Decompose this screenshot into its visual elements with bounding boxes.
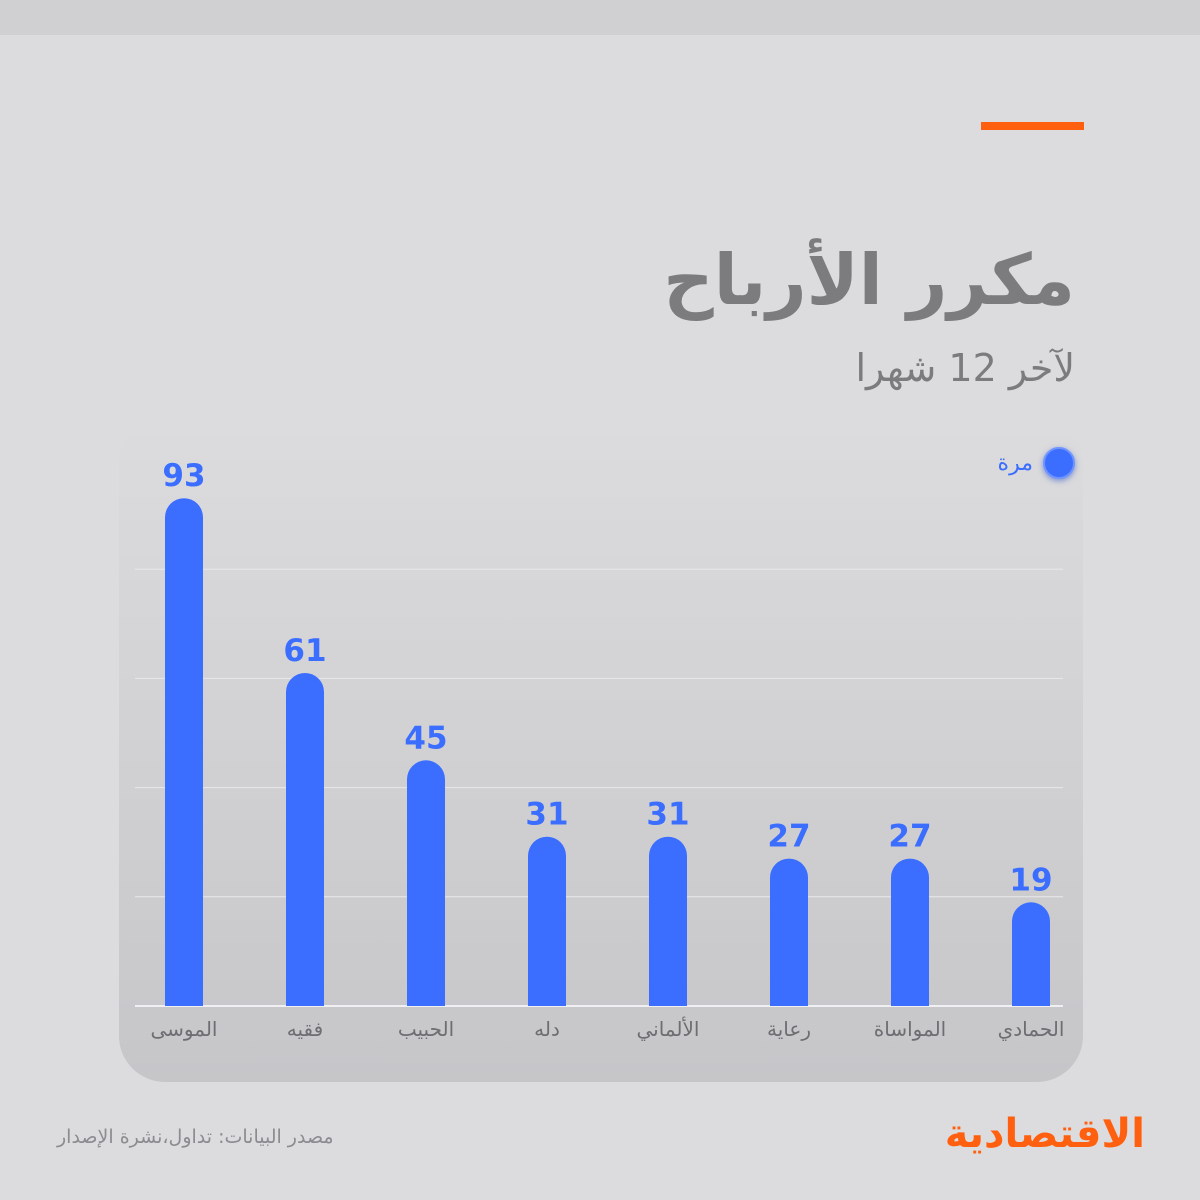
data-label: 45: [404, 720, 447, 756]
category-label: الألماني: [637, 1017, 700, 1042]
chart-subtitle: لآخر 12 شهرا: [855, 346, 1075, 390]
legend: مرة: [998, 446, 1075, 480]
category-label: الحمادي: [998, 1017, 1065, 1042]
category-label: دله: [534, 1017, 560, 1041]
data-label: 19: [1009, 862, 1052, 898]
category-label: الموسى: [151, 1017, 218, 1041]
category-label: رعاية: [767, 1017, 811, 1041]
data-label: 27: [888, 819, 931, 855]
bar: [1012, 902, 1050, 1006]
bar: [528, 836, 566, 1006]
data-label: 31: [646, 797, 689, 833]
chart-title: مكرر الأرباح: [663, 239, 1075, 321]
bar: [407, 760, 445, 1006]
data-label: 31: [525, 797, 568, 833]
bar: [770, 858, 808, 1006]
brand-logo: الاقتصادية: [944, 1111, 1145, 1157]
top-strip: [0, 0, 1200, 35]
category-label: الحبيب: [398, 1017, 454, 1041]
bar: [286, 672, 324, 1006]
bar: [165, 498, 203, 1006]
data-label: 93: [162, 458, 205, 494]
bar: [649, 836, 687, 1006]
data-label: 27: [767, 819, 810, 855]
legend-label: مرة: [997, 450, 1033, 476]
legend-dot-icon: [1043, 447, 1075, 479]
accent-line: [981, 122, 1084, 130]
category-label: المواساة: [874, 1017, 946, 1041]
data-label: 61: [283, 633, 326, 669]
data-source: مصدر البيانات: تداول،نشرة الإصدار: [57, 1126, 334, 1148]
category-label: فقيه: [287, 1017, 323, 1041]
bar: [891, 858, 929, 1006]
